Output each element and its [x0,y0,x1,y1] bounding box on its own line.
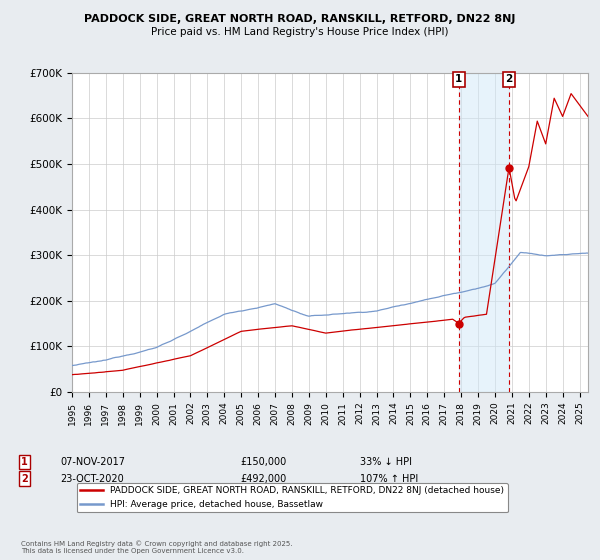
Text: Price paid vs. HM Land Registry's House Price Index (HPI): Price paid vs. HM Land Registry's House … [151,27,449,37]
Text: 07-NOV-2017: 07-NOV-2017 [60,457,125,467]
Text: 33% ↓ HPI: 33% ↓ HPI [360,457,412,467]
Text: PADDOCK SIDE, GREAT NORTH ROAD, RANSKILL, RETFORD, DN22 8NJ: PADDOCK SIDE, GREAT NORTH ROAD, RANSKILL… [85,14,515,24]
Text: 2: 2 [21,474,28,484]
Text: £492,000: £492,000 [240,474,286,484]
Text: 107% ↑ HPI: 107% ↑ HPI [360,474,418,484]
Text: 1: 1 [21,457,28,467]
Text: £150,000: £150,000 [240,457,286,467]
Text: Contains HM Land Registry data © Crown copyright and database right 2025.
This d: Contains HM Land Registry data © Crown c… [21,541,293,554]
Text: 1: 1 [455,74,463,85]
Text: 23-OCT-2020: 23-OCT-2020 [60,474,124,484]
Bar [459,73,509,392]
Legend: PADDOCK SIDE, GREAT NORTH ROAD, RANSKILL, RETFORD, DN22 8NJ (detached house), HP: PADDOCK SIDE, GREAT NORTH ROAD, RANSKILL… [77,483,508,512]
Text: 2: 2 [505,74,512,85]
